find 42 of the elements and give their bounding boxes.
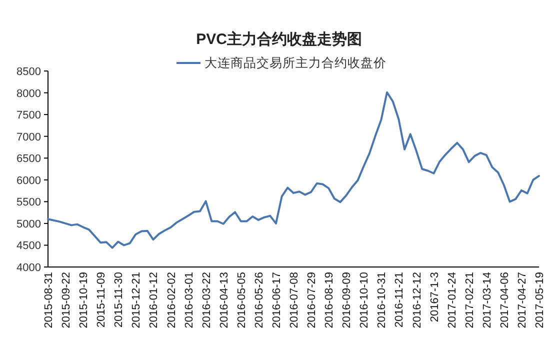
x-tick-label: 2016-03-01 <box>183 272 196 328</box>
y-tick-label: 4000 <box>16 262 41 274</box>
x-tick-label: 2017-03-14 <box>481 272 494 328</box>
x-tick-label: 2016-06-17 <box>270 272 283 328</box>
x-tick-label: 20167-1-3 <box>428 272 441 322</box>
x-tick-label: 2015-08-31 <box>43 272 55 328</box>
x-tick-label: 2015-11-30 <box>113 272 126 328</box>
x-tick-label: 2017-01-24 <box>446 272 458 328</box>
x-tick-label: 2016-01-12 <box>148 272 160 328</box>
x-tick-label: 2017-02-21 <box>464 272 476 328</box>
legend-label: 大连商品交易所主力合约收盘价 <box>204 55 386 70</box>
x-tick-label: 2016-03-22 <box>200 272 213 328</box>
y-tick-label: 5500 <box>16 196 41 209</box>
x-tick-label: 2016-07-29 <box>306 272 318 328</box>
x-tick-label: 2015-11-09 <box>96 272 108 328</box>
y-tick-label: 4500 <box>16 240 41 252</box>
y-tick-label: 6000 <box>16 174 41 187</box>
x-tick-label: 2016-10-31 <box>376 272 388 328</box>
x-tick-label: 2016-05-05 <box>236 272 248 328</box>
y-tick-label: 8000 <box>16 88 41 100</box>
line-series <box>47 91 540 249</box>
x-tick-label: 2016-05-26 <box>253 272 266 328</box>
x-tick-label: 2016-12-12 <box>411 272 424 328</box>
chart-title: PVC主力合约收盘走势图 <box>196 30 362 48</box>
y-tick-label: 8500 <box>16 66 41 78</box>
x-tick-label: 2016-02-02 <box>166 272 178 328</box>
x-tick-label: 2016-08-19 <box>324 272 336 328</box>
x-tick-label: 2015-10-19 <box>78 272 90 328</box>
y-tick-label: 7500 <box>16 110 41 122</box>
x-tick-label: 2016-04-13 <box>218 272 230 328</box>
x-tick-label: 2015-09-22 <box>60 272 73 328</box>
x-tick-label: 2017-04-06 <box>498 272 511 328</box>
y-tick-label: 5000 <box>16 218 41 230</box>
x-tick-label: 2015-12-21 <box>130 272 143 328</box>
y-tick-label: 7000 <box>16 131 41 144</box>
x-tick-label: 2016-07-08 <box>288 272 300 328</box>
x-tick-label: 2016-10-10 <box>358 272 371 328</box>
x-tick-label: 2016-11-21 <box>394 272 406 328</box>
x-tick-label: 2016-09-09 <box>341 272 354 328</box>
x-tick-label: 2017-05-19 <box>534 272 546 328</box>
y-tick-label: 6500 <box>16 153 41 166</box>
x-tick-label: 2017-04-27 <box>516 272 528 328</box>
